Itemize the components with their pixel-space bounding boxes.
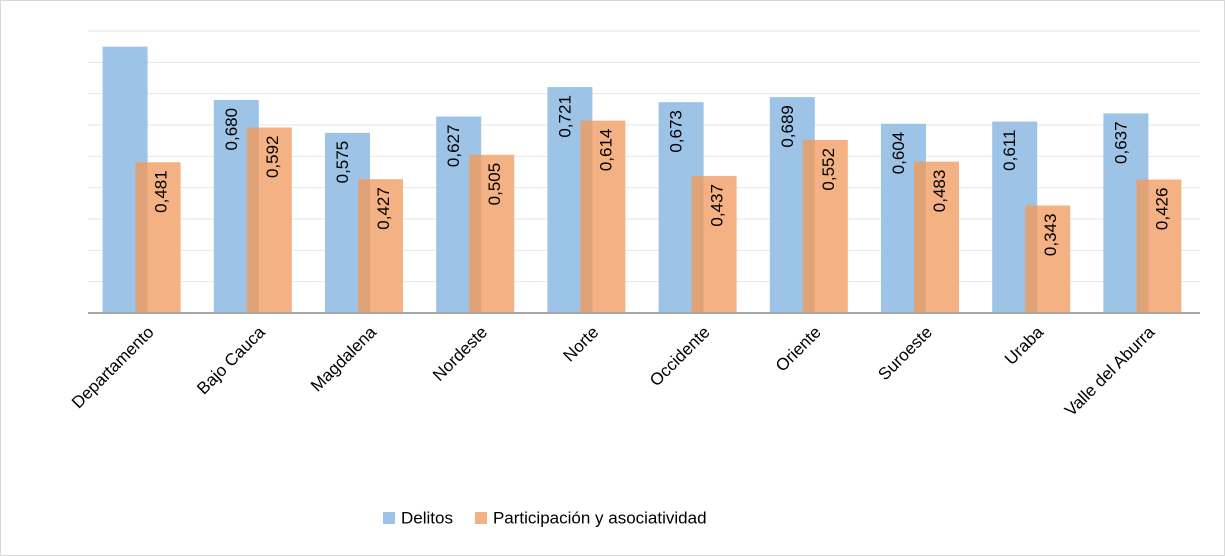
bar bbox=[691, 176, 737, 313]
bar bbox=[469, 154, 515, 313]
data-label: 0,575 bbox=[333, 141, 352, 184]
legend-swatch bbox=[474, 512, 487, 524]
data-label: 0,552 bbox=[819, 148, 838, 191]
data-label: 0,614 bbox=[596, 129, 615, 172]
data-label: 0,689 bbox=[778, 105, 797, 148]
bar-shadow bbox=[580, 120, 593, 313]
bar bbox=[914, 161, 959, 313]
bar-shadow bbox=[1025, 205, 1038, 313]
data-label: 0,627 bbox=[444, 125, 463, 168]
bar bbox=[1025, 205, 1071, 313]
data-label: 0,721 bbox=[555, 95, 574, 138]
data-label: 0,427 bbox=[374, 187, 393, 230]
bar bbox=[580, 120, 626, 313]
data-label: 0,611 bbox=[1000, 130, 1019, 171]
data-label: 0,673 bbox=[667, 110, 686, 153]
bar-shadow bbox=[1136, 179, 1149, 313]
legend-swatch bbox=[383, 512, 395, 524]
data-label: 0,426 bbox=[1152, 188, 1171, 231]
data-label: 0,680 bbox=[222, 108, 241, 151]
data-label: 0,592 bbox=[263, 136, 282, 179]
data-label: 0,481 bbox=[152, 170, 171, 213]
data-label: 0,483 bbox=[930, 170, 949, 213]
data-label: 0,505 bbox=[485, 163, 504, 206]
bar bbox=[135, 162, 181, 313]
bar-shadow bbox=[469, 154, 482, 313]
bar-shadow bbox=[135, 162, 148, 313]
bar bbox=[358, 179, 403, 313]
bar-shadow bbox=[358, 179, 370, 313]
data-label: 0,343 bbox=[1041, 214, 1060, 257]
bar-shadow bbox=[802, 140, 815, 313]
bar-shadow bbox=[246, 127, 259, 313]
bar bbox=[246, 127, 292, 313]
bar-shadow bbox=[914, 161, 926, 313]
bar bbox=[802, 140, 848, 313]
data-label: 0,637 bbox=[1111, 121, 1130, 164]
data-label: 0,437 bbox=[708, 184, 727, 227]
bar bbox=[1136, 179, 1182, 313]
legend-label: Participación y asociatividad bbox=[493, 508, 707, 527]
bar-shadow bbox=[691, 176, 704, 313]
legend-label: Delitos bbox=[401, 508, 453, 527]
data-label: 0,604 bbox=[889, 132, 908, 175]
